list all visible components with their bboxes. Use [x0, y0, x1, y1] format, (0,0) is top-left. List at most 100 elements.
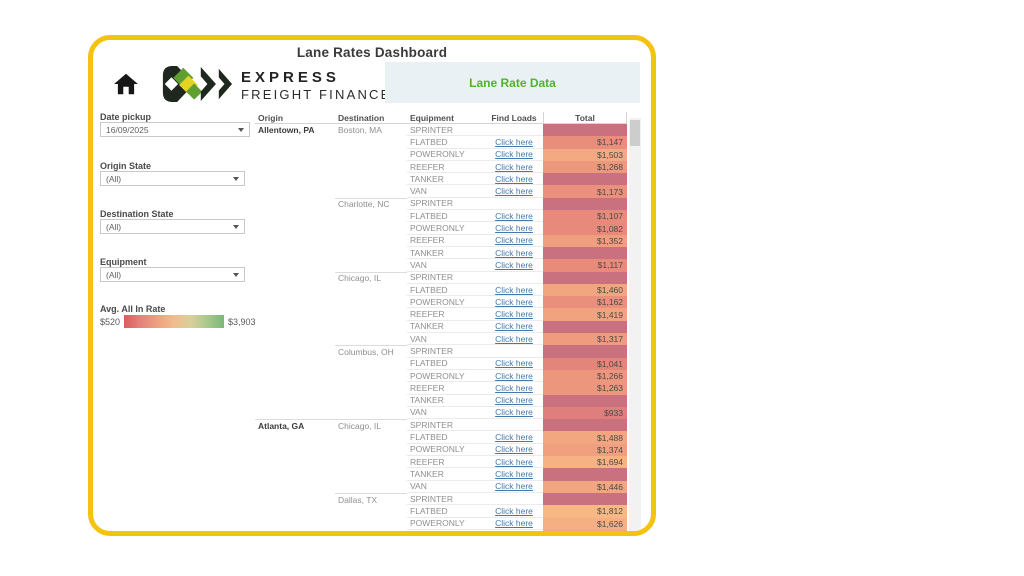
destination-cell — [335, 284, 407, 296]
total-cell: $1,107 — [543, 210, 627, 223]
chevron-down-icon — [233, 176, 239, 181]
find-loads-link[interactable]: Click here — [495, 468, 533, 479]
column-header-destination: Destination — [335, 112, 407, 124]
equipment-cell: VAN — [407, 333, 485, 346]
find-loads-link[interactable]: Click here — [495, 456, 533, 467]
origin-cell — [255, 382, 335, 394]
equipment-cell: REEFER — [407, 161, 485, 174]
table-row: POWERONLY Click here $1,503 — [255, 148, 627, 161]
total-cell — [543, 529, 627, 531]
table-row: POWERONLY Click here $1,266 — [255, 369, 627, 383]
origin-state-label: Origin State — [100, 161, 152, 171]
date-pickup-dropdown[interactable]: 16/09/2025 — [100, 122, 250, 137]
find-loads-link[interactable]: Click here — [495, 284, 533, 295]
destination-cell: Charlotte, NC — [335, 197, 407, 210]
chevron-down-icon — [238, 127, 244, 132]
equipment-cell: SPRINTER — [407, 124, 485, 137]
destination-cell — [335, 161, 407, 173]
table-row: FLATBED Click here $1,041 — [255, 357, 627, 370]
origin-cell — [255, 247, 335, 259]
total-cell — [543, 246, 627, 260]
find-loads-link[interactable]: Click here — [495, 444, 533, 455]
destination-cell — [335, 468, 407, 480]
find-loads-link[interactable]: Click here — [495, 321, 533, 332]
origin-cell — [255, 407, 335, 419]
table-row: Columbus, OH SPRINTER — [255, 345, 627, 358]
table-row: POWERONLY Click here $1,374 — [255, 443, 627, 457]
find-loads-link[interactable]: Click here — [495, 173, 533, 184]
equipment-dropdown[interactable]: (All) — [100, 267, 245, 282]
equipment-cell: TANKER — [407, 173, 485, 186]
table-header: Origin Destination Equipment Find Loads … — [255, 112, 627, 124]
find-loads-link[interactable]: Click here — [495, 358, 533, 369]
find-loads-link[interactable]: Click here — [495, 309, 533, 320]
find-loads-link[interactable]: Click here — [495, 136, 533, 147]
total-cell: $1,374 — [543, 443, 627, 457]
origin-cell — [255, 493, 335, 505]
find-loads-link[interactable]: Click here — [495, 259, 533, 270]
find-loads-link[interactable]: Click here — [495, 395, 533, 406]
table-row: TANKER Click here — [255, 468, 627, 481]
total-cell: $1,419 — [543, 308, 627, 321]
scrollbar-thumb[interactable] — [630, 120, 640, 146]
find-loads-link[interactable]: Click here — [495, 149, 533, 160]
destination-cell: Chicago, IL — [335, 271, 407, 284]
destination-cell — [335, 518, 407, 530]
find-loads-link[interactable]: Click here — [495, 370, 533, 381]
find-loads-link[interactable]: Click here — [495, 210, 533, 221]
column-header-origin: Origin — [255, 112, 335, 124]
total-cell: $1,117 — [543, 259, 627, 272]
total-cell — [543, 492, 627, 506]
tab-label: Lane Rate Data — [469, 75, 556, 90]
total-cell — [543, 394, 627, 407]
destination-cell — [335, 247, 407, 259]
destination-state-dropdown[interactable]: (All) — [100, 219, 245, 234]
origin-cell — [255, 321, 335, 333]
origin-state-value: (All) — [106, 173, 122, 184]
total-cell: $1,268 — [543, 160, 627, 174]
origin-state-dropdown[interactable]: (All) — [100, 171, 245, 186]
origin-cell — [255, 222, 335, 234]
equipment-cell: SPRINTER — [407, 272, 485, 284]
table-row: Charlotte, NC SPRINTER — [255, 197, 627, 211]
total-cell: $1,162 — [543, 296, 627, 309]
home-icon[interactable] — [113, 71, 139, 97]
origin-cell — [255, 173, 335, 185]
destination-cell — [335, 136, 407, 148]
find-loads-link[interactable]: Click here — [495, 481, 533, 492]
find-loads-link[interactable]: Click here — [495, 247, 533, 258]
page-title: Lane Rates Dashboard — [296, 45, 448, 60]
destination-cell — [335, 358, 407, 370]
find-loads-link[interactable]: Click here — [495, 161, 533, 172]
origin-cell — [255, 358, 335, 370]
total-cell — [543, 468, 627, 481]
tab-lane-rate-data[interactable]: Lane Rate Data — [385, 62, 640, 103]
origin-cell — [255, 505, 335, 517]
color-legend: $520 $3,903 — [100, 315, 256, 328]
origin-cell — [255, 431, 335, 443]
destination-cell — [335, 321, 407, 333]
equipment-cell: FLATBED — [407, 284, 485, 297]
legend-title: Avg. All In Rate — [100, 304, 166, 314]
destination-cell — [335, 173, 407, 185]
origin-cell — [255, 530, 335, 531]
equipment-cell: POWERONLY — [407, 222, 485, 235]
find-loads-link[interactable]: Click here — [495, 235, 533, 246]
origin-cell — [255, 210, 335, 222]
vertical-scrollbar[interactable] — [629, 118, 641, 531]
find-loads-link[interactable]: Click here — [495, 518, 533, 529]
find-loads-link[interactable]: Click here — [495, 186, 533, 197]
equipment-cell: REEFER — [407, 382, 485, 395]
find-loads-link[interactable]: Click here — [495, 296, 533, 307]
find-loads-link[interactable]: Click here — [495, 505, 533, 516]
find-loads-link[interactable]: Click here — [495, 432, 533, 443]
find-loads-link[interactable]: Click here — [495, 223, 533, 234]
find-loads-link[interactable]: Click here — [495, 407, 533, 418]
table-row: VAN Click here $1,446 — [255, 480, 627, 493]
legend-max: $3,903 — [228, 316, 256, 327]
date-pickup-label: Date pickup — [100, 112, 152, 122]
table-row: FLATBED Click here $1,107 — [255, 210, 627, 223]
find-loads-link[interactable]: Click here — [495, 333, 533, 344]
find-loads-link[interactable]: Click here — [495, 382, 533, 393]
destination-cell: Chicago, IL — [335, 419, 407, 431]
